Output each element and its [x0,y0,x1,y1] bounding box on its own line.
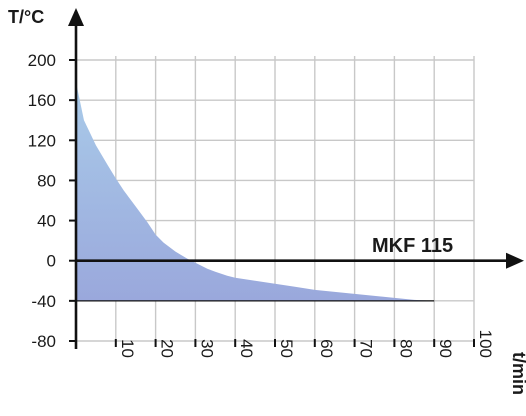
y-tick-label: -80 [31,332,56,351]
cooling-curve-area [76,82,435,301]
y-tick-label: 80 [37,171,56,190]
x-tick-label: 40 [237,339,256,358]
area-series [76,82,435,301]
y-tick-label: 0 [47,252,56,271]
y-tick-label: 120 [28,131,56,150]
y-tick-label: -40 [31,292,56,311]
x-tick-label: 100 [476,330,495,358]
axes [68,8,524,349]
x-tick-label: 80 [396,339,415,358]
y-tick-label: 200 [28,51,56,70]
y-axis-arrow [68,8,84,26]
x-tick-label: 30 [197,339,216,358]
x-axis-arrow [506,252,524,269]
x-tick-label: 50 [277,339,296,358]
y-tick-label: 160 [28,91,56,110]
x-tick-label: 60 [317,339,336,358]
x-axis-title: t/min [509,352,526,395]
x-tick-label: 20 [158,339,177,358]
labels: 200 160 120 80 40 0 -40 -80 10 20 30 40 50 60 70 80 90 10… [8,7,526,395]
x-tick-label: 90 [436,339,455,358]
x-tick-label: 10 [118,339,137,358]
y-axis-title: T/°C [8,7,44,27]
y-tick-label: 40 [37,212,56,231]
model-annotation: MKF 115 [372,235,453,257]
x-tick-label: 70 [357,339,376,358]
